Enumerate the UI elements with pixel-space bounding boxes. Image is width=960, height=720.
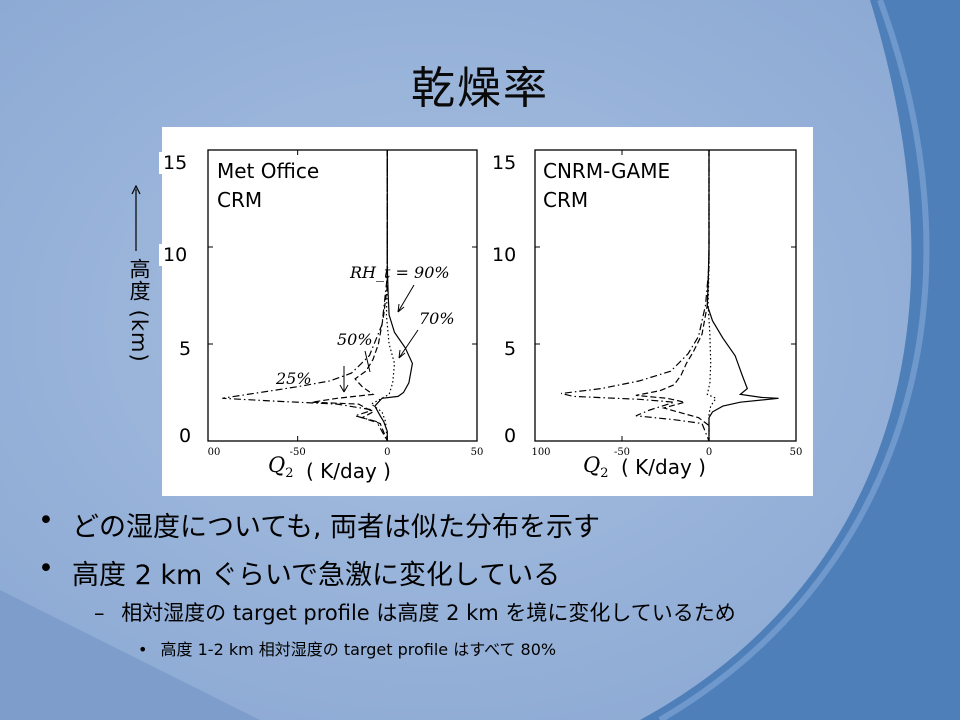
bullet-4: • 高度 1-2 km 相対湿度の target profile はすべて 80… (138, 636, 556, 660)
up-arrow-icon (131, 185, 141, 251)
annotation-rh90-arrowhead (397, 303, 405, 313)
dash-icon: – (94, 601, 105, 625)
panel-1-series-50pct (311, 150, 388, 442)
panel-2-xtick-label: -50 (614, 447, 630, 458)
bullet-3-text: 相対湿度の target profile は高度 2 km を境に変化しているた… (121, 601, 736, 625)
right-ytick-15: 15 (488, 152, 521, 174)
left-ytick-10: 10 (159, 244, 192, 266)
bullet-3: – 相対湿度の target profile は高度 2 km を境に変化してい… (94, 597, 736, 627)
bullet-dot-icon: • (38, 553, 54, 584)
panel-2-series-70pct (706, 150, 717, 441)
annotation-70-arrowhead (398, 349, 406, 359)
annotation-rh90-arrow (397, 284, 415, 313)
annotation-25-arrowhead (339, 384, 349, 393)
annotation-50-arrow (364, 350, 371, 373)
left-q2-symbol: Q2 (268, 453, 294, 481)
annotation-70: 70% (419, 309, 455, 328)
panel-2-xtick-label: 0 (706, 447, 712, 458)
panel-2-xtick-label: 100 (531, 447, 550, 458)
bullet-1-text: どの湿度についても, 両者は似た分布を示す (72, 512, 601, 543)
q2-subscript: 2 (285, 466, 294, 482)
q2-letter: Q (268, 453, 286, 477)
annotation-rh90: RH_t = 90% (349, 263, 450, 282)
annotation-50: 50% (337, 330, 373, 349)
bullet-small-dot-icon: • (138, 640, 148, 659)
right-q2-symbol: Q2 (583, 453, 609, 481)
slide-title: 乾燥率 (411, 63, 549, 114)
panel-1-xtick-label: 50 (471, 447, 484, 458)
panel-2-series-25pct (560, 150, 710, 442)
right-ytick-5: 5 (504, 338, 517, 360)
right-swoosh (640, 0, 960, 720)
panel-2-series-90pct (706, 150, 779, 441)
bullet-2-text: 高度 2 km ぐらいで急激に変化している (72, 560, 561, 591)
q2-subscript: 2 (600, 466, 609, 482)
left-panel-label: Met Office CRM (217, 159, 320, 212)
left-ytick-15: 15 (159, 152, 192, 174)
panel-2-frame (534, 149, 797, 442)
left-ytick-0: 0 (179, 425, 192, 447)
panel-1-frame (207, 149, 478, 442)
bullet-4-text: 高度 1-2 km 相対湿度の target profile はすべて 80% (160, 640, 557, 659)
panel-1-series-70pct (370, 150, 396, 442)
right-panel-label: CNRM-GAME CRM (543, 159, 671, 212)
left-ytick-5: 5 (179, 338, 192, 360)
bottom-left-swoosh (0, 590, 260, 720)
panel-1-series-90pct (374, 150, 414, 441)
panel-1-xtick-label: 0 (384, 447, 390, 458)
bullet-dot-icon: • (38, 505, 54, 536)
y-axis-label: 高度 (km) (127, 258, 151, 363)
panel-2-series-50pct (635, 150, 710, 441)
left-xaxis-unit: ( K/day ) (306, 459, 391, 483)
panel-1-series-25pct (222, 150, 388, 442)
right-xaxis-unit: ( K/day ) (621, 455, 706, 479)
right-ytick-10: 10 (488, 244, 521, 266)
annotation-70-arrow (398, 329, 419, 359)
panel-1-xtick-label: -50 (290, 447, 306, 458)
q2-letter: Q (583, 453, 601, 477)
panel-2-xtick-label: 50 (790, 447, 803, 458)
panel-1-xtick-label: 00 (208, 447, 221, 458)
annotation-25: 25% (275, 369, 312, 388)
right-ytick-0: 0 (504, 425, 517, 447)
